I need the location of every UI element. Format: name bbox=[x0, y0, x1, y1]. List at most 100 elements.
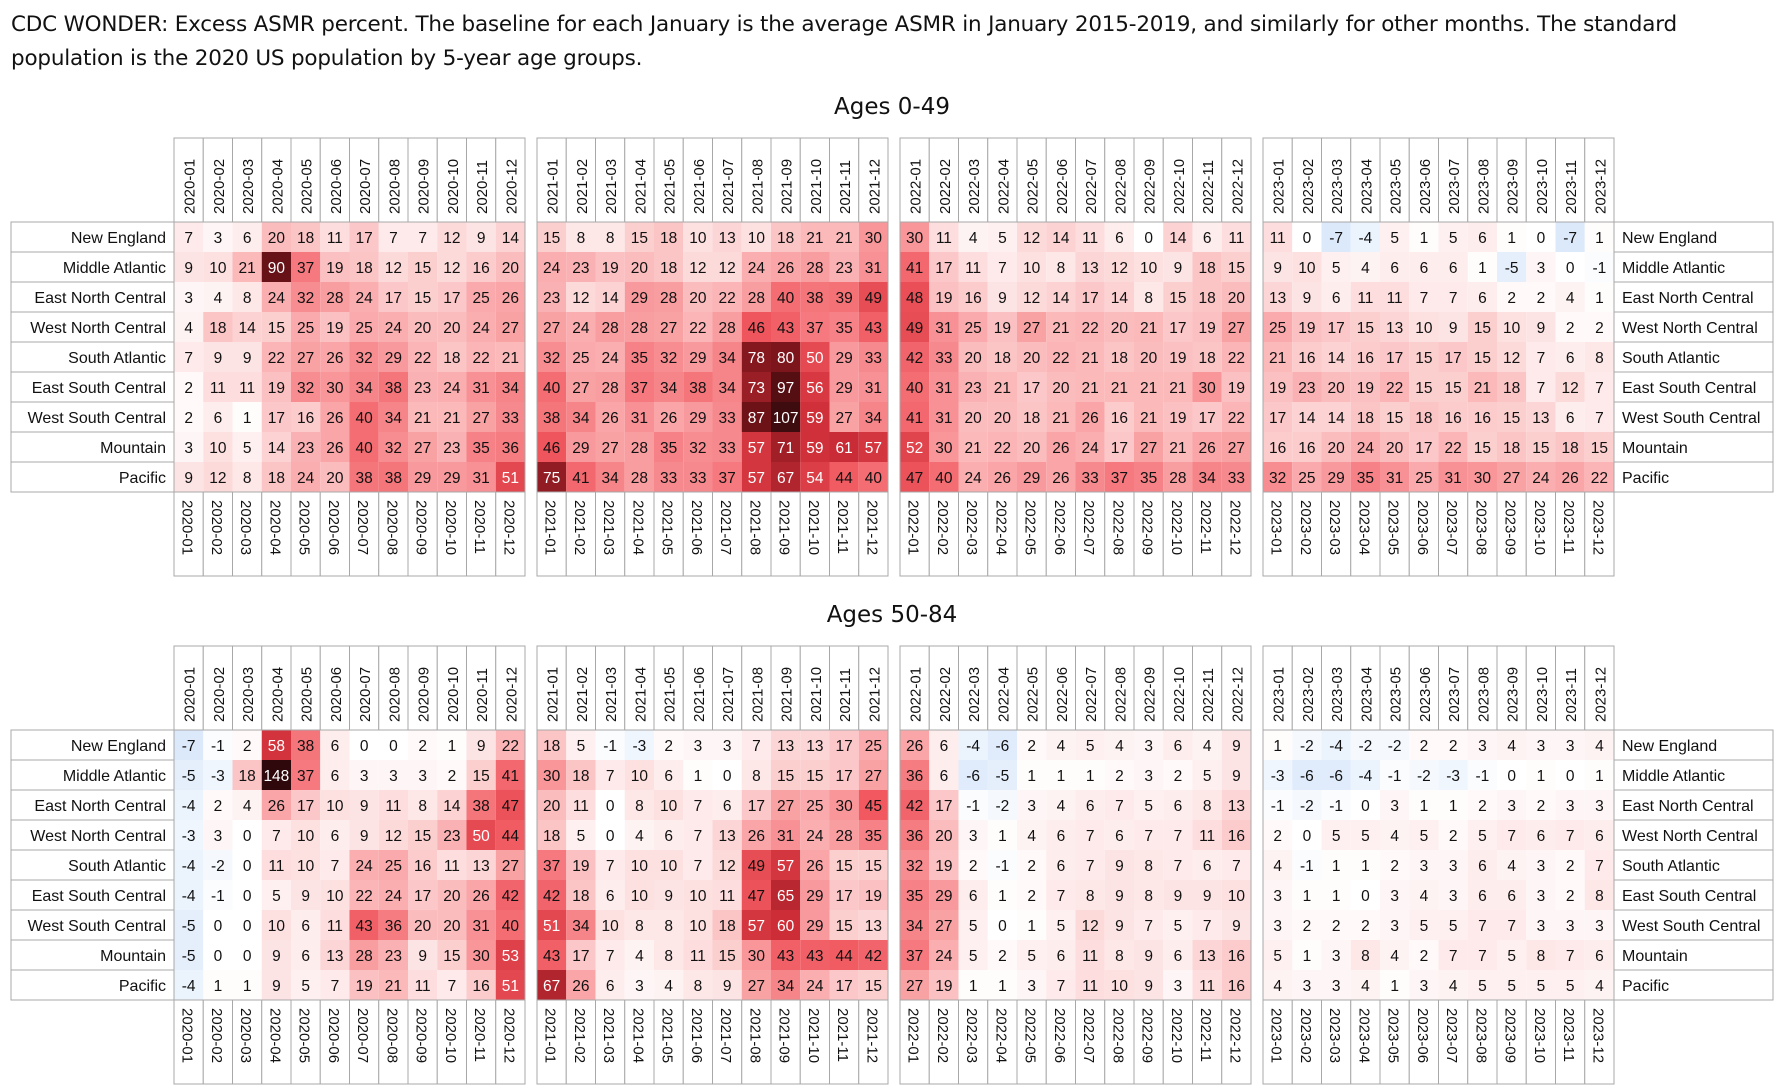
heatmap-cell bbox=[1497, 372, 1527, 402]
cell-value: 18 bbox=[660, 230, 677, 247]
heatmap-cell bbox=[1075, 850, 1105, 880]
cell-value: 7 bbox=[1420, 290, 1429, 307]
cell-value: 18 bbox=[572, 768, 589, 785]
heatmap-cell bbox=[800, 222, 830, 252]
heatmap-cell bbox=[1350, 282, 1380, 312]
cell-value: 15 bbox=[1532, 440, 1549, 457]
heatmap-cell bbox=[929, 910, 959, 940]
heatmap-cell bbox=[624, 252, 654, 282]
column-footer-box bbox=[624, 491, 655, 577]
cell-value: 51 bbox=[502, 470, 519, 487]
cell-value: 31 bbox=[935, 380, 952, 397]
heatmap-cell bbox=[900, 222, 930, 252]
cell-value: 41 bbox=[572, 470, 589, 487]
column-header-box bbox=[536, 645, 567, 731]
cell-value: 17 bbox=[836, 768, 853, 785]
cell-value: 33 bbox=[865, 350, 882, 367]
cell-value: 38 bbox=[356, 470, 373, 487]
heatmap-cell bbox=[595, 730, 625, 760]
heatmap-cell bbox=[203, 252, 233, 282]
heatmap-cell bbox=[1321, 760, 1351, 790]
cell-value: -4 bbox=[182, 978, 196, 995]
cell-value: 6 bbox=[606, 978, 615, 995]
cell-value: 2 bbox=[1449, 738, 1458, 755]
heatmap-cell bbox=[408, 312, 438, 342]
heatmap-cell bbox=[349, 850, 379, 880]
heatmap-cell bbox=[566, 760, 596, 790]
column-footer-box bbox=[1555, 999, 1586, 1085]
cell-value: 26 bbox=[602, 410, 619, 427]
cell-value: 16 bbox=[1298, 440, 1315, 457]
cell-value: 13 bbox=[1228, 798, 1245, 815]
cell-value: 29 bbox=[385, 350, 402, 367]
heatmap-cell bbox=[1380, 222, 1410, 252]
cell-value: 2 bbox=[1027, 858, 1036, 875]
cell-value: 28 bbox=[631, 320, 648, 337]
heatmap-cell bbox=[1134, 402, 1164, 432]
cell-value: 5 bbox=[969, 918, 978, 935]
column-label-bottom: 2022-04 bbox=[992, 1008, 1009, 1063]
column-footer-box bbox=[1584, 491, 1615, 577]
heatmap-cell bbox=[900, 940, 930, 970]
cell-value: 51 bbox=[543, 918, 560, 935]
cell-value: 107 bbox=[773, 410, 799, 427]
cell-value: -3 bbox=[1271, 768, 1285, 785]
heatmap-cell bbox=[291, 850, 321, 880]
cell-value: 0 bbox=[1303, 828, 1312, 845]
cell-value: 25 bbox=[356, 320, 373, 337]
cell-value: 9 bbox=[243, 350, 252, 367]
heatmap-cell bbox=[1584, 790, 1614, 820]
cell-value: 15 bbox=[1445, 380, 1462, 397]
cell-value: 10 bbox=[1111, 978, 1129, 995]
heatmap-cell bbox=[829, 880, 859, 910]
heatmap-cell bbox=[537, 222, 567, 252]
heatmap-cell bbox=[1438, 760, 1468, 790]
heatmap-cell bbox=[1017, 432, 1047, 462]
heatmap-cell bbox=[1263, 282, 1293, 312]
cell-value: 1 bbox=[998, 978, 1007, 995]
cell-value: 38 bbox=[385, 380, 402, 397]
heatmap-cell bbox=[1075, 970, 1105, 1000]
cell-value: 5 bbox=[1174, 918, 1183, 935]
column-footer-box bbox=[770, 491, 801, 577]
cell-value: 26 bbox=[473, 888, 490, 905]
heatmap-cell bbox=[712, 760, 742, 790]
heatmap-cell bbox=[712, 910, 742, 940]
column-label-top: 2023-03 bbox=[1329, 667, 1346, 722]
heatmap-cell bbox=[595, 880, 625, 910]
cell-value: 15 bbox=[865, 858, 882, 875]
column-label-bottom: 2021-10 bbox=[805, 500, 822, 555]
heatmap-cell bbox=[800, 402, 830, 432]
cell-value: 1 bbox=[1537, 768, 1546, 785]
cell-value: 0 bbox=[1566, 768, 1575, 785]
column-footer-box bbox=[436, 491, 467, 577]
cell-value: 11 bbox=[444, 858, 460, 875]
heatmap-cell bbox=[1192, 402, 1222, 432]
column-label-bottom: 2023-06 bbox=[1414, 500, 1431, 555]
cell-value: -2 bbox=[1417, 768, 1431, 785]
heatmap-cell bbox=[1163, 730, 1193, 760]
column-label-bottom: 2022-12 bbox=[1226, 1008, 1243, 1063]
heatmap-cell bbox=[1526, 760, 1556, 790]
cell-value: 24 bbox=[965, 470, 983, 487]
cell-value: 8 bbox=[1203, 798, 1212, 815]
heatmap-cell bbox=[1192, 372, 1222, 402]
column-label-top: 2021-12 bbox=[866, 667, 883, 722]
column-label-bottom: 2021-07 bbox=[717, 1008, 734, 1063]
cell-value: 30 bbox=[748, 948, 766, 965]
heatmap-cell bbox=[929, 222, 959, 252]
heatmap-cell bbox=[320, 880, 350, 910]
cell-value: 6 bbox=[969, 888, 978, 905]
cell-value: 14 bbox=[1052, 290, 1070, 307]
column-header-box bbox=[261, 137, 292, 223]
row-label-box bbox=[10, 909, 175, 941]
cell-value: 11 bbox=[965, 260, 981, 277]
row-label: Pacific bbox=[119, 978, 166, 995]
heatmap-cell bbox=[1134, 820, 1164, 850]
cell-value: 12 bbox=[1562, 380, 1579, 397]
cell-value: 26 bbox=[748, 828, 765, 845]
cell-value: 1 bbox=[1390, 978, 1399, 995]
cell-value: 20 bbox=[1328, 440, 1346, 457]
cell-value: 29 bbox=[1023, 470, 1040, 487]
column-label-bottom: 2022-07 bbox=[1080, 1008, 1097, 1063]
